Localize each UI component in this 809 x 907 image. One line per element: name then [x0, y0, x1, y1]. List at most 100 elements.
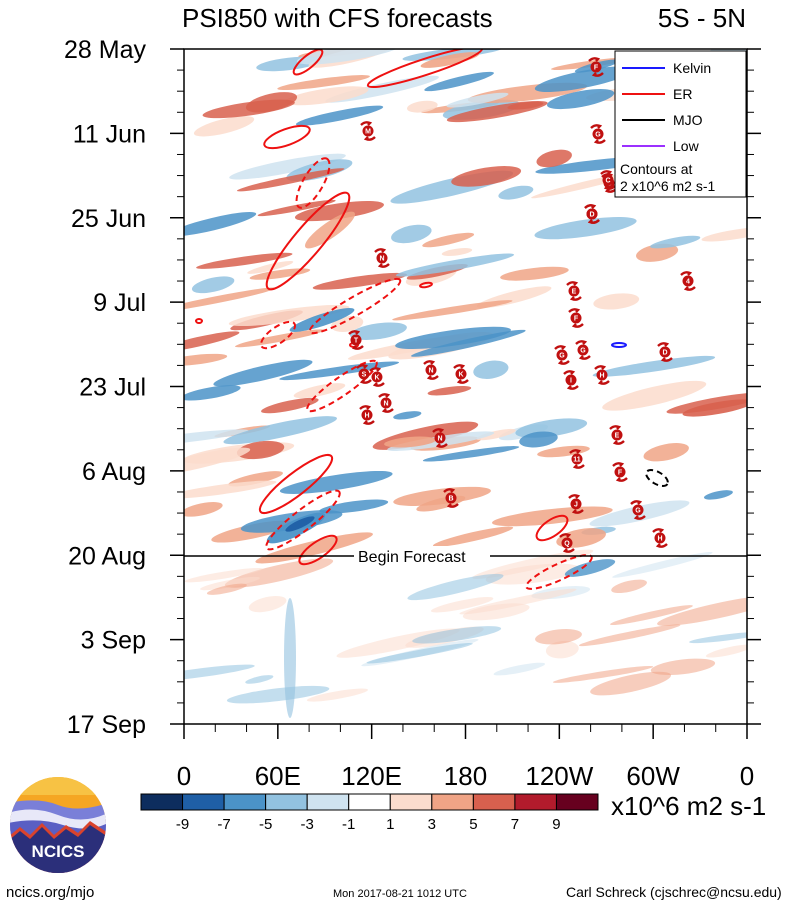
- cyclone-eye: [590, 61, 602, 73]
- cyclone-eye: [561, 537, 573, 549]
- cyclone-marker: E: [566, 281, 582, 301]
- colorbar: -9 -7 -5 -3 -1 1 3 5 7 9: [140, 793, 599, 833]
- cyclone-marker: N: [423, 360, 439, 380]
- cyclone-label: E: [615, 433, 620, 440]
- field-blob: [184, 429, 249, 447]
- cyclone-marker: H: [594, 365, 610, 385]
- field-blob: [226, 685, 330, 704]
- y-tick-label: 17 Sep: [67, 711, 146, 739]
- field-blob: [245, 675, 274, 684]
- cyclone-marker: E: [609, 425, 625, 445]
- ncics-logo: NCICS: [8, 775, 108, 880]
- field-blob: [703, 490, 733, 500]
- colorbar-label: 5: [469, 816, 477, 833]
- cyclone-eye: [611, 429, 623, 441]
- x-tick-label: 180: [444, 761, 487, 791]
- cyclone-swirl: [443, 488, 459, 508]
- field-blob: [384, 436, 436, 448]
- field-blob: [228, 304, 350, 327]
- cyclone-marker: J: [568, 494, 584, 514]
- colorbar-swatch: [514, 793, 557, 811]
- cyclone-marker: Q: [559, 533, 575, 553]
- cyclone-label: Q: [564, 541, 570, 548]
- field-blob: [459, 588, 577, 615]
- cyclone-label: G: [559, 353, 565, 360]
- er-contour: [259, 320, 297, 350]
- cyclone-eye: [682, 275, 694, 287]
- logo-text: NCICS: [32, 842, 85, 861]
- cyclone-swirl: [568, 494, 584, 514]
- colorbar-label: -1: [342, 816, 355, 833]
- field-blob: [229, 153, 346, 180]
- field-blob: [193, 116, 255, 137]
- field-blob: [537, 445, 590, 458]
- cyclone-eye: [571, 453, 583, 465]
- cyclone-marker: G: [554, 345, 570, 365]
- cyclone-marker: I: [563, 370, 579, 390]
- legend-label: MJO: [673, 112, 703, 128]
- cyclone-marker: G: [630, 500, 646, 520]
- field-blob: [184, 567, 263, 583]
- field-blob: [507, 101, 544, 110]
- cyclone-swirl: [657, 342, 673, 362]
- legend-label: Low: [673, 138, 700, 154]
- cyclone-eye: [570, 498, 582, 510]
- field-blob: [701, 227, 747, 242]
- cyclone-swirl: [568, 308, 584, 328]
- cyclone-markers: FGCMGCDN4EFTGGDSKNKIHNHENB11FJGHQ: [348, 57, 696, 553]
- forecast-label: Begin Forecast: [358, 549, 466, 566]
- field-blob: [184, 502, 223, 517]
- cyclone-marker: H: [652, 528, 668, 548]
- cyclone-eye: [350, 334, 362, 346]
- cyclone-marker: M: [360, 121, 376, 141]
- field-blob: [305, 211, 355, 249]
- cyclone-swirl: [348, 330, 364, 350]
- colorbar-swatch: [431, 793, 474, 811]
- field-blob: [184, 212, 257, 237]
- cyclone-swirl: [374, 248, 390, 268]
- legend: Kelvin ER MJO Low Contours at 2 x10^6 m2 s-…: [614, 50, 747, 198]
- cyclone-marker: N: [378, 393, 394, 413]
- cyclone-marker: K: [453, 364, 469, 384]
- cyclone-eye: [380, 397, 392, 409]
- field-blob: [247, 261, 294, 274]
- colorbar-swatch: [223, 793, 267, 811]
- field-blob: [650, 235, 701, 249]
- field-blob: [236, 440, 285, 460]
- field-blob: [424, 71, 494, 92]
- field-blob: [472, 549, 594, 579]
- field-blob: [393, 411, 422, 420]
- y-tick-label: 25 Jun: [71, 205, 146, 233]
- cyclone-label: T: [354, 338, 359, 345]
- field-blob: [223, 416, 338, 445]
- cyclone-marker: F: [612, 462, 628, 482]
- cyclone-swirl: [566, 281, 582, 301]
- cyclone-marker: H: [359, 405, 375, 425]
- field-blob: [473, 360, 509, 379]
- field-blob: [592, 355, 716, 377]
- field-blob: [261, 397, 319, 414]
- footer-left[interactable]: ncics.org/mjo: [6, 884, 95, 901]
- cyclone-swirl: [584, 204, 600, 224]
- cyclone-eye: [577, 344, 589, 356]
- colorbar-swatch: [389, 793, 433, 811]
- field-blob: [427, 385, 472, 396]
- field-blob: [500, 266, 569, 281]
- cyclone-label: F: [594, 65, 599, 72]
- ncics-logo-graphic: NCICS: [10, 777, 106, 873]
- field-blob: [293, 383, 346, 399]
- field-blob: [432, 526, 514, 547]
- field-blob: [536, 149, 572, 168]
- y-tick-label: 20 Aug: [68, 542, 146, 570]
- legend-note-line2: 2 x10^6 m2 s-1: [620, 178, 715, 194]
- field-blob: [184, 664, 255, 682]
- y-tick-label: 28 May: [64, 36, 146, 64]
- field-blob: [206, 583, 247, 595]
- field-blob: [200, 576, 260, 591]
- field-blob: [407, 573, 504, 601]
- field-blob: [234, 329, 325, 348]
- field-blob: [236, 168, 345, 192]
- cyclone-marker: T: [348, 330, 364, 350]
- x-axis: 0 60E 120E 180 120W 60W 0: [177, 724, 754, 791]
- field-blob: [476, 428, 516, 441]
